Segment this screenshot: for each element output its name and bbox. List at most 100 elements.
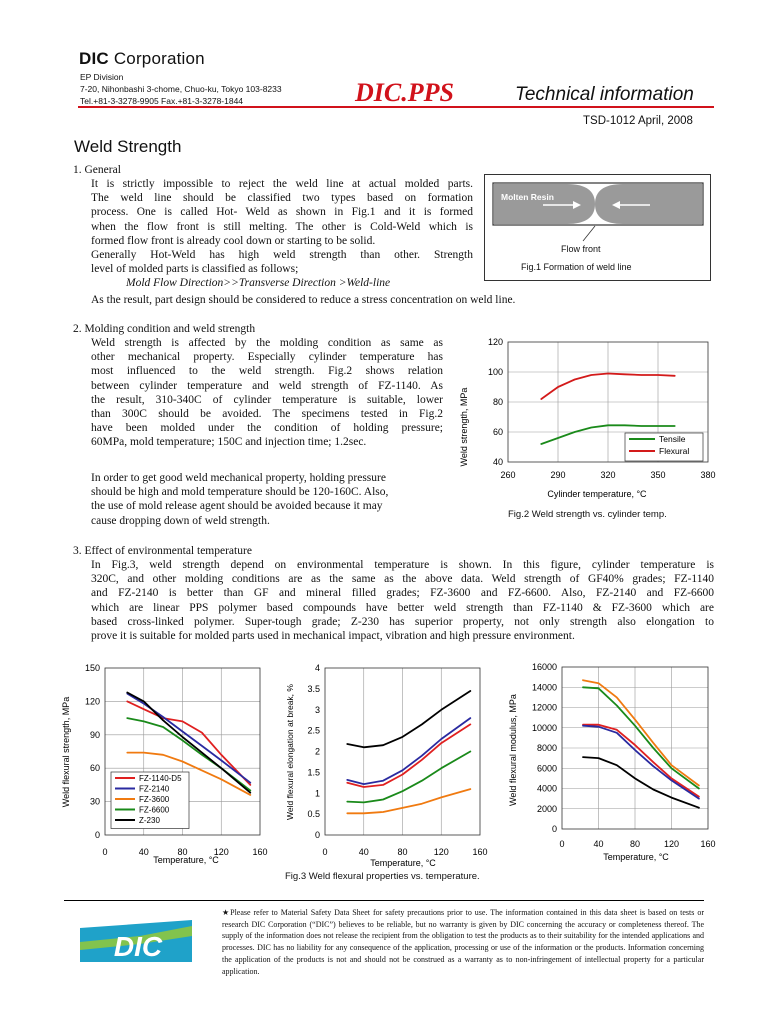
- text-line: have been molded under the condition of …: [91, 422, 443, 435]
- legend-label: FZ-6600: [139, 806, 170, 815]
- series-line: [346, 750, 472, 804]
- x-tick-label: 120: [214, 847, 229, 857]
- fig2-xlabel: Cylinder temperature, °C: [547, 489, 647, 499]
- text-line: based cross-linked polymer. Super-tough …: [91, 615, 714, 628]
- fig3c-chart: 0 40 80 120 160 0 2000 4000 6000 8000 10000 12000 14…: [508, 662, 716, 862]
- contact: Tel.+81-3-3278-9905 Fax.+81-3-3278-1844: [80, 96, 244, 106]
- fig1-frame: Molten Resin Flow front Fig.1 Formation …: [484, 174, 711, 281]
- section-heading-molding: 2. Molding condition and weld strength: [73, 323, 256, 335]
- fig3c-xlabel: Temperature, °C: [603, 852, 669, 862]
- footer-divider: [64, 900, 704, 901]
- legend-label: FZ-1140-D5: [139, 774, 182, 783]
- series-line: [582, 686, 700, 790]
- fig3b-chart: 0 40 80 120 160 0 0.5 1 1.5 2 2.5 3 3.5 4 Temperature…: [285, 663, 488, 868]
- series-line: [540, 372, 676, 400]
- series-line: [582, 724, 700, 800]
- header-divider: [78, 106, 714, 108]
- legend-label: FZ-2140: [139, 785, 170, 794]
- series-line: [582, 723, 700, 798]
- y-tick-label: 16000: [532, 662, 557, 672]
- section-general-conclusion: As the result, part design should be con…: [91, 294, 516, 306]
- section-general-text: It is strictly impossible to reject the …: [91, 177, 473, 291]
- text-line: In Fig.3, weld strength depend on enviro…: [91, 559, 714, 571]
- text-line: which are linear PPS polymer based compo…: [91, 601, 714, 614]
- text-line: should be high and mold temperature shou…: [91, 486, 389, 499]
- company-logo: DIC Corporation: [79, 49, 205, 69]
- fig3b-xlabel: Temperature, °C: [370, 858, 436, 868]
- fig3c-ylabel: Weld flexural modulus, MPa: [508, 694, 518, 806]
- x-tick-label: 0: [102, 847, 107, 857]
- text-line: between cylinder temperature and weld st…: [91, 379, 443, 392]
- section-molding-text-2: In order to get good weld mechanical pro…: [91, 471, 443, 528]
- x-tick-label: 40: [593, 839, 603, 849]
- series-line: [582, 679, 700, 787]
- fig2-chart: 260 290 320 350 380 40 60 80 100 120 Tensile Flexur…: [459, 337, 716, 499]
- series-line: [346, 788, 472, 815]
- x-tick-label: 380: [700, 470, 715, 480]
- x-tick-label: 80: [397, 847, 407, 857]
- text-line: cause dropping down of weld strength.: [91, 514, 270, 527]
- text-line: level of molded parts is classified as f…: [91, 263, 299, 276]
- y-tick-label: 60: [90, 763, 100, 773]
- x-tick-label: 260: [500, 470, 515, 480]
- text-line: when the flow front is still melting. Th…: [91, 220, 473, 233]
- plot-frame: [104, 667, 261, 836]
- fig3-caption: Fig.3 Weld flexural properties vs. tempe…: [285, 871, 480, 882]
- logo-text: DIC: [114, 931, 163, 962]
- y-tick-label: 0.5: [307, 809, 320, 819]
- x-tick-label: 40: [139, 847, 149, 857]
- series-line: [126, 751, 252, 796]
- text-line: Weld strength is affected by the molding…: [91, 337, 443, 349]
- y-tick-label: 4: [315, 663, 320, 673]
- page-title: Weld Strength: [74, 137, 182, 156]
- x-tick-label: 120: [434, 847, 449, 857]
- legend-label: Tensile: [659, 434, 686, 444]
- x-tick-label: 120: [664, 839, 679, 849]
- y-tick-label: 0: [552, 824, 557, 834]
- y-tick-label: 2.5: [307, 726, 320, 736]
- x-tick-label: 350: [650, 470, 665, 480]
- section-heading-general: 1. General: [73, 164, 121, 176]
- resin-front-right: [595, 184, 702, 224]
- series-line: [582, 756, 700, 809]
- text-line: 60MPa, mold temperature; 150C and inject…: [91, 436, 367, 449]
- x-tick-label: 320: [600, 470, 615, 480]
- y-tick-label: 0: [95, 830, 100, 840]
- text-line: It is strictly impossible to reject the …: [91, 178, 473, 190]
- x-tick-label: 160: [252, 847, 267, 857]
- text-line: Generally Hot-Weld has high weld strengt…: [91, 249, 473, 262]
- y-tick-label: 10000: [532, 723, 557, 733]
- resin-front-left: [494, 184, 595, 224]
- section-heading-environment: 3. Effect of environmental temperature: [73, 545, 252, 557]
- y-tick-label: 6000: [537, 763, 557, 773]
- y-tick-label: 120: [85, 696, 100, 706]
- y-tick-label: 2: [315, 747, 320, 757]
- flow-front-pointer: [582, 225, 596, 242]
- y-tick-label: 40: [493, 457, 503, 467]
- text-line: and FZ-2140 is better than GF and minera…: [91, 587, 714, 600]
- text-line: the result, 310-340C of cylinder tempera…: [91, 393, 443, 406]
- fig3b-ylabel: Weld flexural elongation at break, %: [285, 684, 295, 820]
- text-line: process. One is called Hot- Weld as show…: [91, 206, 473, 219]
- y-tick-label: 80: [493, 397, 503, 407]
- legend-label: Z-230: [139, 816, 160, 825]
- y-tick-label: 2000: [537, 804, 557, 814]
- x-tick-label: 80: [630, 839, 640, 849]
- y-tick-label: 1.5: [307, 767, 320, 777]
- address: 7-20, Nihonbashi 3-chome, Chuo-ku, Tokyo…: [80, 84, 282, 94]
- y-tick-label: 1: [315, 788, 320, 798]
- series-line: [346, 690, 472, 749]
- text-line: The weld line should be classified two t…: [91, 192, 473, 205]
- fig3a-chart: 0 40 80 120 160 0 30 60 90 120 150 FZ-1140-D5 FZ-214…: [61, 663, 268, 865]
- x-tick-label: 80: [177, 847, 187, 857]
- y-tick-label: 12000: [532, 703, 557, 713]
- strength-order-line: Mold Flow Direction>>Transverse Directio…: [126, 277, 391, 290]
- plot-frame: [561, 666, 709, 830]
- text-line: In order to get good weld mechanical pro…: [91, 472, 386, 484]
- dic-footer-logo: DIC: [80, 920, 192, 962]
- x-tick-label: 0: [322, 847, 327, 857]
- x-tick-label: 0: [559, 839, 564, 849]
- series-line: [126, 700, 252, 786]
- doc-subtitle: Technical information: [515, 84, 694, 105]
- y-tick-label: 8000: [537, 743, 557, 753]
